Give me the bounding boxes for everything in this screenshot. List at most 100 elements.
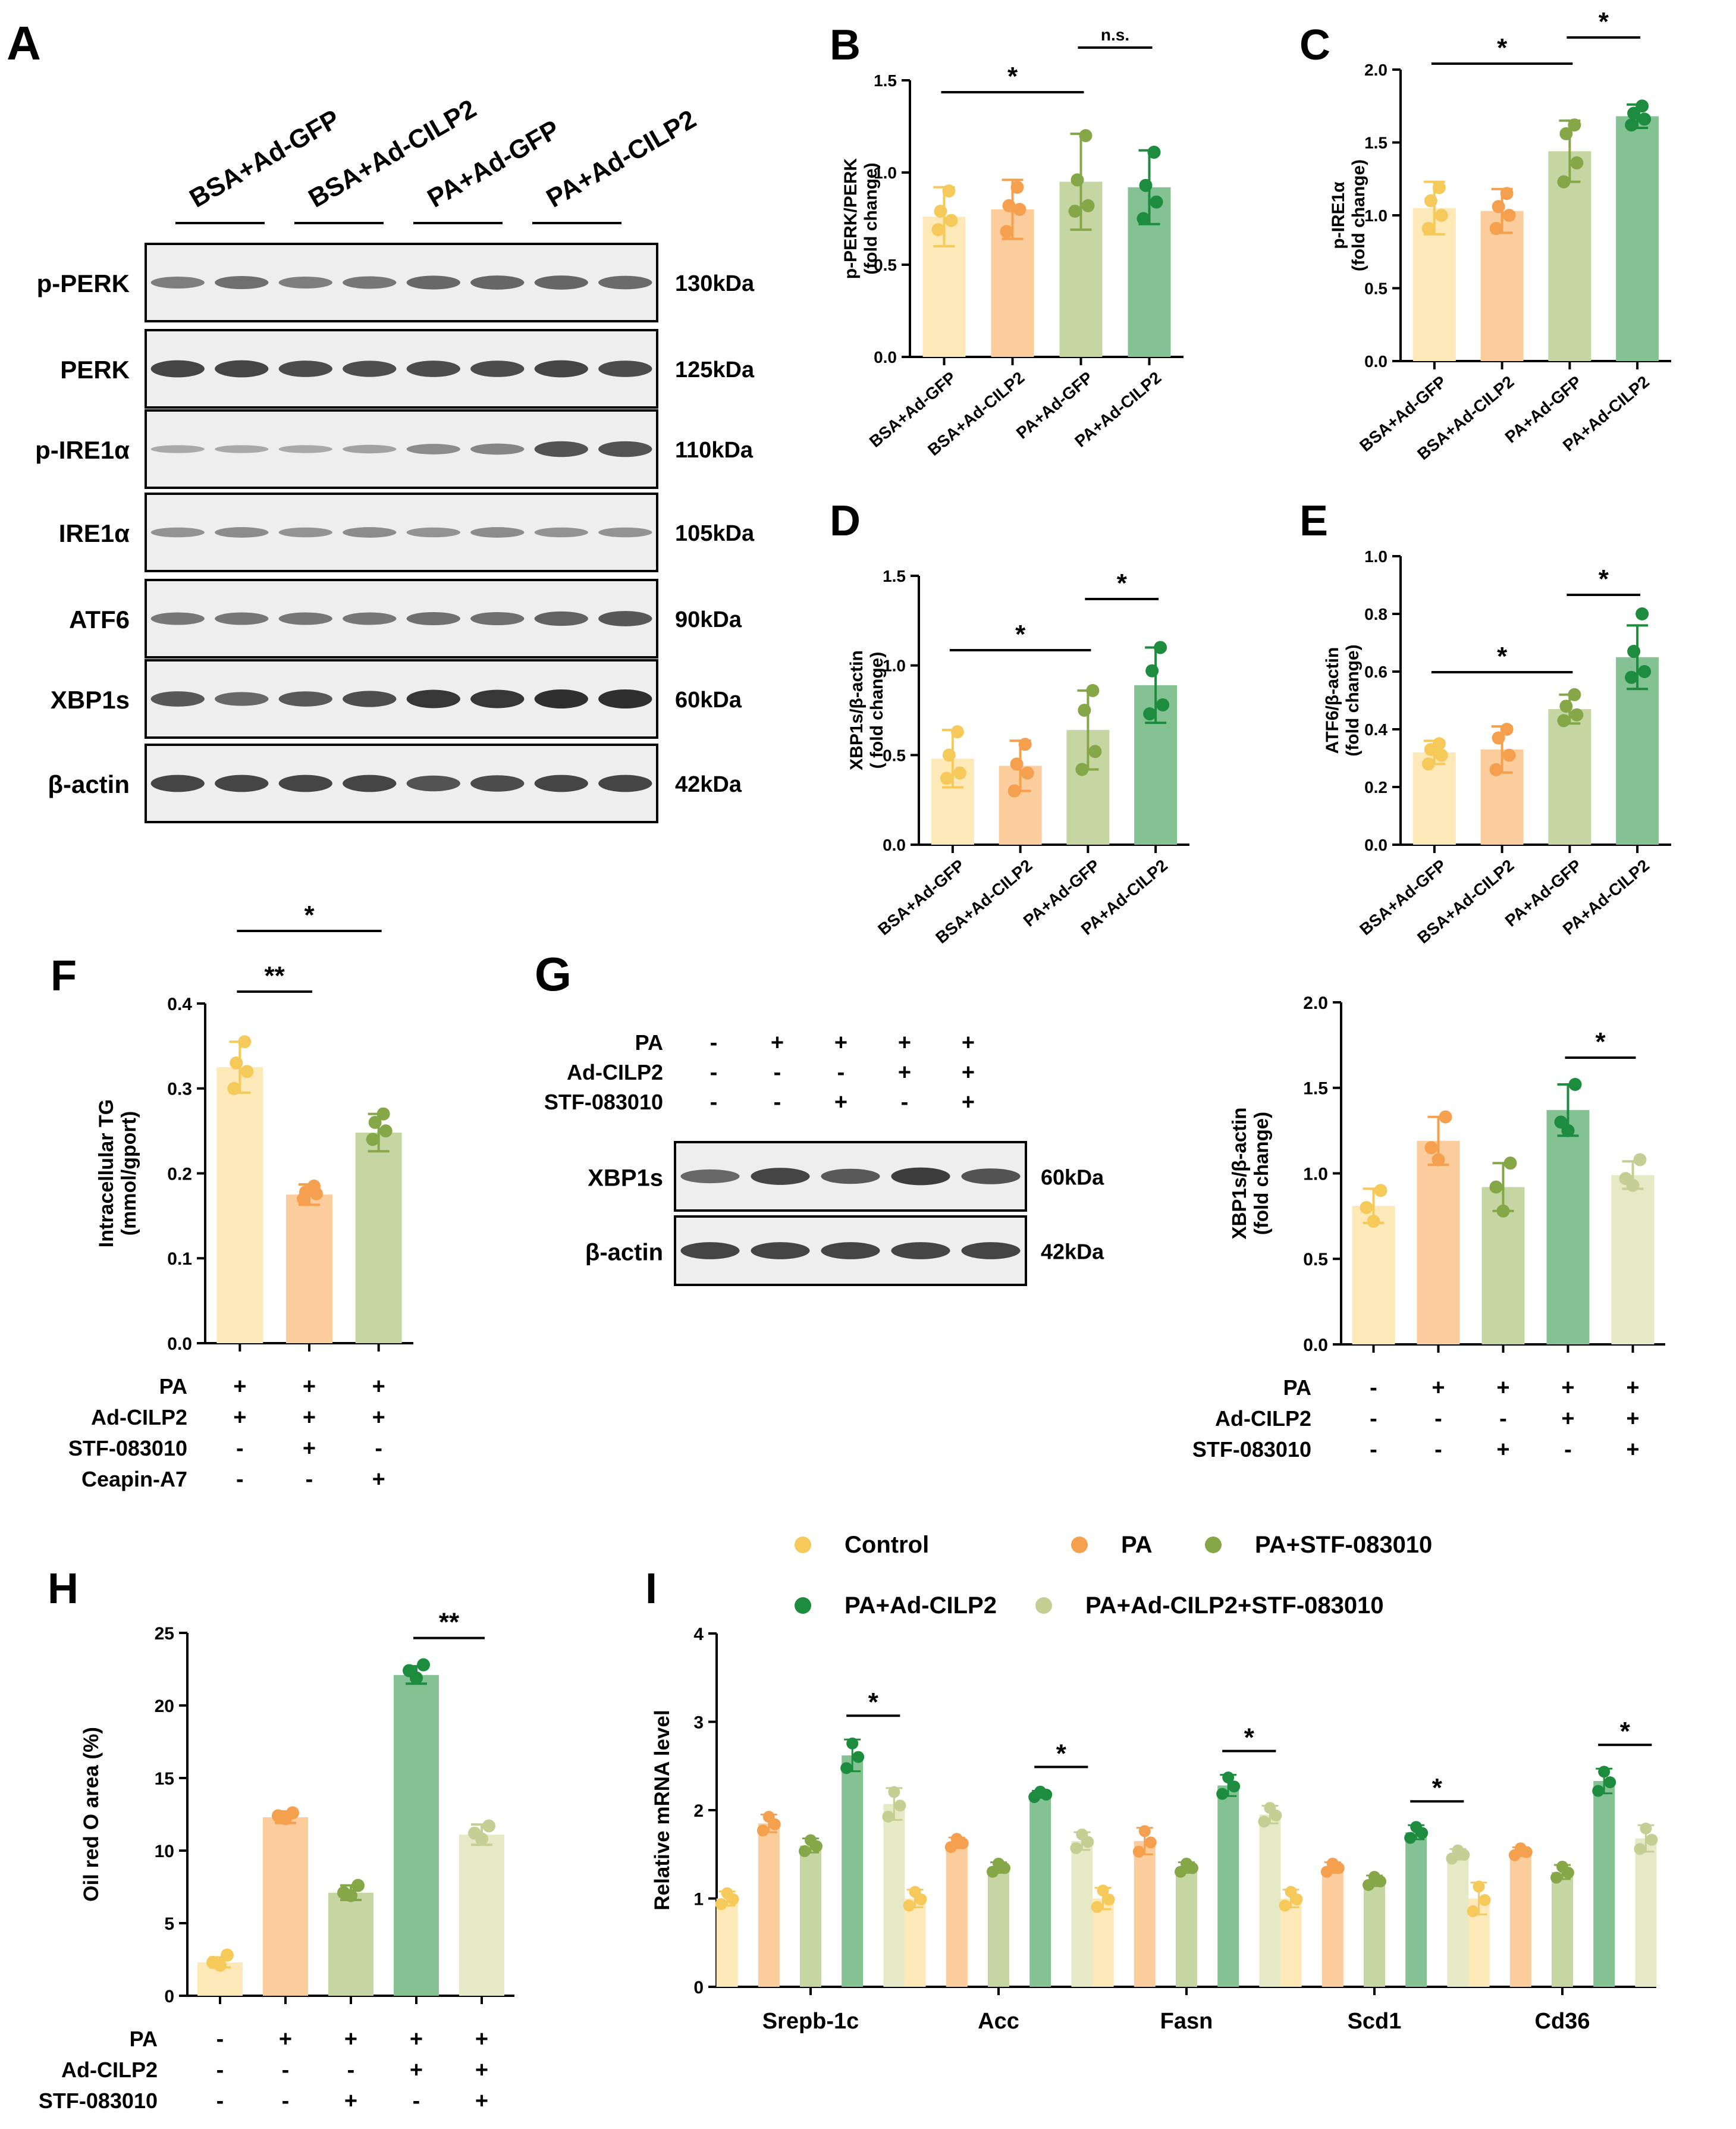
y-tick-label: 0.4 xyxy=(1364,720,1387,739)
data-point xyxy=(1515,1842,1527,1854)
condition-mark: + xyxy=(1496,1375,1509,1400)
panel-letter: H xyxy=(48,1565,79,1613)
condition-mark: + xyxy=(1496,1437,1509,1462)
panel-letter: A xyxy=(7,17,41,70)
bar xyxy=(988,1868,1009,1987)
panel-letter: D xyxy=(830,497,861,545)
condition-mark: - xyxy=(1370,1406,1377,1431)
condition-mark: + xyxy=(233,1374,246,1399)
bar xyxy=(842,1755,863,1987)
chart-B: 0.00.51.01.5p-PERK/PERK(fold change)BBSA… xyxy=(830,21,1184,459)
blot-band xyxy=(407,612,460,625)
bar xyxy=(1616,116,1659,361)
blot-band xyxy=(535,689,588,708)
condition-mark: + xyxy=(1626,1406,1639,1431)
bar xyxy=(1029,1794,1051,1987)
condition-mark: + xyxy=(898,1030,911,1055)
condition-mark: - xyxy=(216,2089,224,2114)
blot-band xyxy=(151,691,205,707)
condition-label: Ad-CILP2 xyxy=(91,1405,187,1429)
blot-band xyxy=(279,360,332,377)
bar xyxy=(1635,1839,1656,1987)
x-tick-label: Cd36 xyxy=(1535,2009,1590,2034)
significance-label: * xyxy=(1007,62,1018,91)
significance-label: * xyxy=(1056,1739,1067,1768)
condition-mark: + xyxy=(303,1374,316,1399)
legend-label: Control xyxy=(845,1532,929,1558)
data-point xyxy=(1327,1858,1339,1870)
protein-label: XBP1s xyxy=(588,1165,663,1192)
data-point xyxy=(230,1056,243,1070)
condition-mark: - xyxy=(282,2089,290,2114)
significance-label: * xyxy=(1620,1717,1631,1746)
data-point xyxy=(379,1124,393,1137)
blot-band xyxy=(598,689,652,708)
condition-mark: + xyxy=(372,1405,385,1430)
significance-label: * xyxy=(1117,569,1128,598)
y-tick-label: 15 xyxy=(155,1769,174,1789)
molecular-weight-label: 105kDa xyxy=(675,521,755,546)
blot-band xyxy=(598,276,652,290)
y-tick-label: 0.6 xyxy=(1364,663,1387,681)
data-point xyxy=(1556,1861,1568,1873)
data-point xyxy=(1154,641,1167,654)
data-point xyxy=(951,1833,963,1845)
y-tick-label: 2.0 xyxy=(1364,61,1387,79)
data-point xyxy=(757,1824,769,1836)
y-tick-label: 0.8 xyxy=(1364,605,1387,623)
data-point xyxy=(1082,199,1095,212)
blot-band xyxy=(751,1242,809,1259)
data-point xyxy=(1497,1205,1510,1218)
legend-label: PA+STF-083010 xyxy=(1255,1532,1432,1558)
data-point xyxy=(1638,665,1651,678)
blot-G: XBP1s60kDaβ-actin42kDa xyxy=(585,1142,1104,1285)
y-tick-label: 1.0 xyxy=(1303,1164,1328,1184)
bar xyxy=(1510,1852,1531,1987)
y-axis-label: XBP1s/β-actin xyxy=(847,650,867,770)
bar xyxy=(1322,1868,1343,1987)
panel-letter: G xyxy=(535,948,572,1001)
condition-mark: - xyxy=(1370,1437,1377,1462)
condition-label: PA xyxy=(635,1030,663,1055)
blot-band xyxy=(343,691,396,707)
y-tick-label: 0.0 xyxy=(1364,836,1387,854)
condition-mark: - xyxy=(710,1090,718,1115)
blot-band xyxy=(151,445,205,453)
condition-mark: + xyxy=(372,1467,385,1492)
data-point xyxy=(377,1108,390,1121)
data-point xyxy=(1640,1823,1652,1835)
blot-band xyxy=(535,528,588,538)
blot-band xyxy=(407,360,460,377)
legend-label: PA+Ad-CILP2+STF-083010 xyxy=(1085,1592,1384,1619)
data-point xyxy=(1570,708,1583,722)
condition-mark: - xyxy=(837,1060,845,1085)
data-point xyxy=(1568,118,1581,131)
condition-mark: + xyxy=(771,1030,784,1055)
y-tick-label: 0.0 xyxy=(874,348,897,366)
condition-mark: + xyxy=(1561,1375,1574,1400)
y-axis-label: (fold change) xyxy=(1349,159,1368,271)
data-point xyxy=(953,766,966,779)
blot-band xyxy=(215,276,268,289)
blot-band xyxy=(151,360,205,378)
blot-band xyxy=(279,691,332,706)
y-tick-label: 20 xyxy=(155,1697,174,1716)
chart-G2: 0.00.51.01.52.0XBP1s/β-actin(fold change… xyxy=(1192,993,1665,1462)
data-point xyxy=(721,1887,733,1899)
y-tick-label: 0 xyxy=(164,1987,174,2006)
data-point xyxy=(1010,757,1024,770)
blot-band xyxy=(821,1242,880,1259)
y-tick-label: 0.4 xyxy=(167,995,192,1014)
data-point xyxy=(1086,684,1099,697)
data-point xyxy=(909,1886,921,1898)
condition-mark: + xyxy=(1561,1406,1574,1431)
blot-band xyxy=(279,613,332,625)
condition-mark: + xyxy=(233,1405,246,1430)
molecular-weight-label: 125kDa xyxy=(675,358,755,382)
data-point xyxy=(227,1082,240,1095)
condition-mark: + xyxy=(1626,1437,1639,1462)
data-point xyxy=(1557,714,1570,727)
y-axis-label: XBP1s/β-actin xyxy=(1228,1108,1250,1240)
blot-band xyxy=(535,612,588,626)
blot-band xyxy=(470,690,524,708)
